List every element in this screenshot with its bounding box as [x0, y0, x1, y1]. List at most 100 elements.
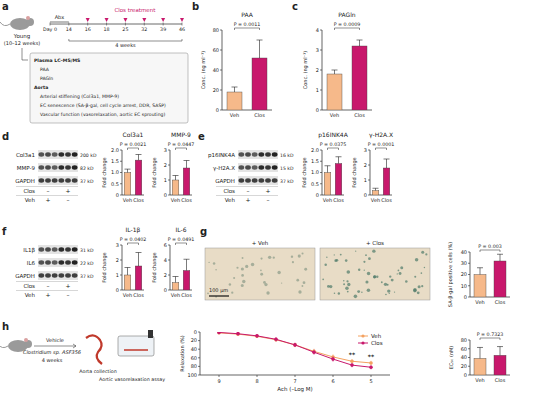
x-tick-label: Veh [123, 292, 132, 298]
blot-band [58, 273, 64, 277]
cell-stain [418, 285, 421, 288]
blot-band [52, 165, 58, 169]
bars [474, 254, 506, 297]
cell-stain [385, 294, 387, 296]
cell-stain [301, 285, 303, 287]
y-axis-label: Fold change [101, 157, 108, 187]
error-line [500, 347, 501, 356]
y-tick-label: 10 [461, 283, 467, 289]
significance-bracket [176, 148, 187, 150]
label: 18 [104, 27, 110, 32]
p-value: P = 0.003 [478, 244, 502, 249]
blot-band [65, 165, 71, 169]
chart-title: Col3a1 [123, 131, 144, 138]
blot-band [58, 260, 64, 264]
cell-stain [236, 267, 238, 269]
panel-letter: h [2, 321, 9, 332]
y-tick-label: 0.5 [111, 181, 119, 187]
significance-mark: ** [349, 351, 356, 358]
blot-band [238, 152, 244, 156]
y-tick [468, 375, 470, 376]
panel-letter: d [2, 131, 9, 142]
x-tick-label: 9 [217, 378, 220, 384]
cell-stain [372, 249, 375, 252]
error-line [234, 87, 235, 92]
x-tick [333, 375, 334, 377]
bar [135, 160, 142, 195]
y-tick-label: 2 [164, 272, 167, 278]
y-tick-label: 4 [164, 257, 167, 263]
blot-kda: 82 kD [80, 166, 94, 171]
bar [327, 74, 342, 110]
bar-chart: 0123Fold changeMMP-9VehClosP = 0.0447 [151, 131, 194, 203]
marker [293, 343, 297, 347]
cell-stain [241, 284, 244, 287]
bar-chart: 00.51.01.52.0Fold changep16INK4AVehClosP… [301, 131, 349, 203]
y-tick [168, 260, 170, 261]
y-tick-label: 40 [191, 346, 197, 352]
blot-label: p16INK4A [208, 152, 235, 159]
x-tick-label: Veh [475, 299, 484, 305]
y-tick [320, 161, 322, 162]
blot-strip [238, 176, 278, 185]
error-line [186, 161, 187, 169]
y-tick-label: 30 [461, 260, 467, 266]
cell-stain [334, 259, 337, 262]
y-tick [320, 150, 322, 151]
bar-chart: 0123Fold changeIL-1βVehClosP = 0.0402 [101, 226, 146, 298]
blot-band [45, 152, 51, 156]
y-tick [468, 297, 470, 298]
error-line [480, 347, 481, 358]
y-tick [368, 165, 370, 166]
error-bar [184, 259, 190, 270]
y-tick [468, 366, 470, 367]
label: 16 [85, 27, 91, 32]
y-axis [370, 150, 371, 195]
label: 39 [160, 27, 166, 32]
bar [172, 283, 179, 291]
blot-band [65, 178, 71, 182]
cell-stain [338, 292, 340, 294]
label: Young [13, 33, 30, 40]
y-tick [468, 252, 470, 253]
blot-kda: 200 kD [80, 153, 97, 158]
panel-letter: f [2, 226, 7, 237]
cell-stain [208, 262, 209, 263]
cell-stain [413, 288, 417, 292]
x-tick-label: Clos [254, 112, 265, 118]
bar [335, 164, 342, 196]
marker [350, 363, 354, 367]
y-tick [168, 275, 170, 276]
cell-stain [398, 270, 400, 272]
error-cap [373, 188, 379, 189]
error-line [175, 277, 176, 283]
blot-band [45, 273, 51, 277]
error-line [327, 166, 328, 173]
lane-sign: + [45, 196, 50, 203]
y-tick-label: 0.5 [311, 181, 319, 187]
marker [255, 334, 259, 338]
lane-label: Veh [25, 292, 36, 298]
y-tick-label: 1.5 [111, 158, 119, 164]
blot-band [38, 273, 44, 277]
blot-band [65, 273, 71, 277]
blot-band [265, 178, 271, 182]
figure: abcdefghYoung(10–12 weeks)AbxClos treatm… [0, 0, 554, 398]
significance-bracket [376, 148, 387, 150]
y-tick-label: 2.0 [311, 147, 319, 153]
label: 25 [122, 27, 128, 32]
marker [331, 357, 335, 361]
y-tick [120, 150, 122, 151]
marker [217, 332, 221, 335]
cell-stain [266, 291, 269, 294]
mouse-ear [26, 16, 30, 20]
blot-strip [38, 245, 78, 254]
x-tick-label: 6 [331, 378, 334, 384]
readout: Arterial stiffening (Col3a1, MMP-9) [40, 94, 119, 99]
bars [327, 40, 367, 110]
y-tick-label: 0 [116, 192, 119, 198]
y-tick [168, 180, 170, 181]
cell-stain [215, 269, 217, 271]
cell-stain [343, 280, 345, 282]
marker [369, 361, 373, 365]
